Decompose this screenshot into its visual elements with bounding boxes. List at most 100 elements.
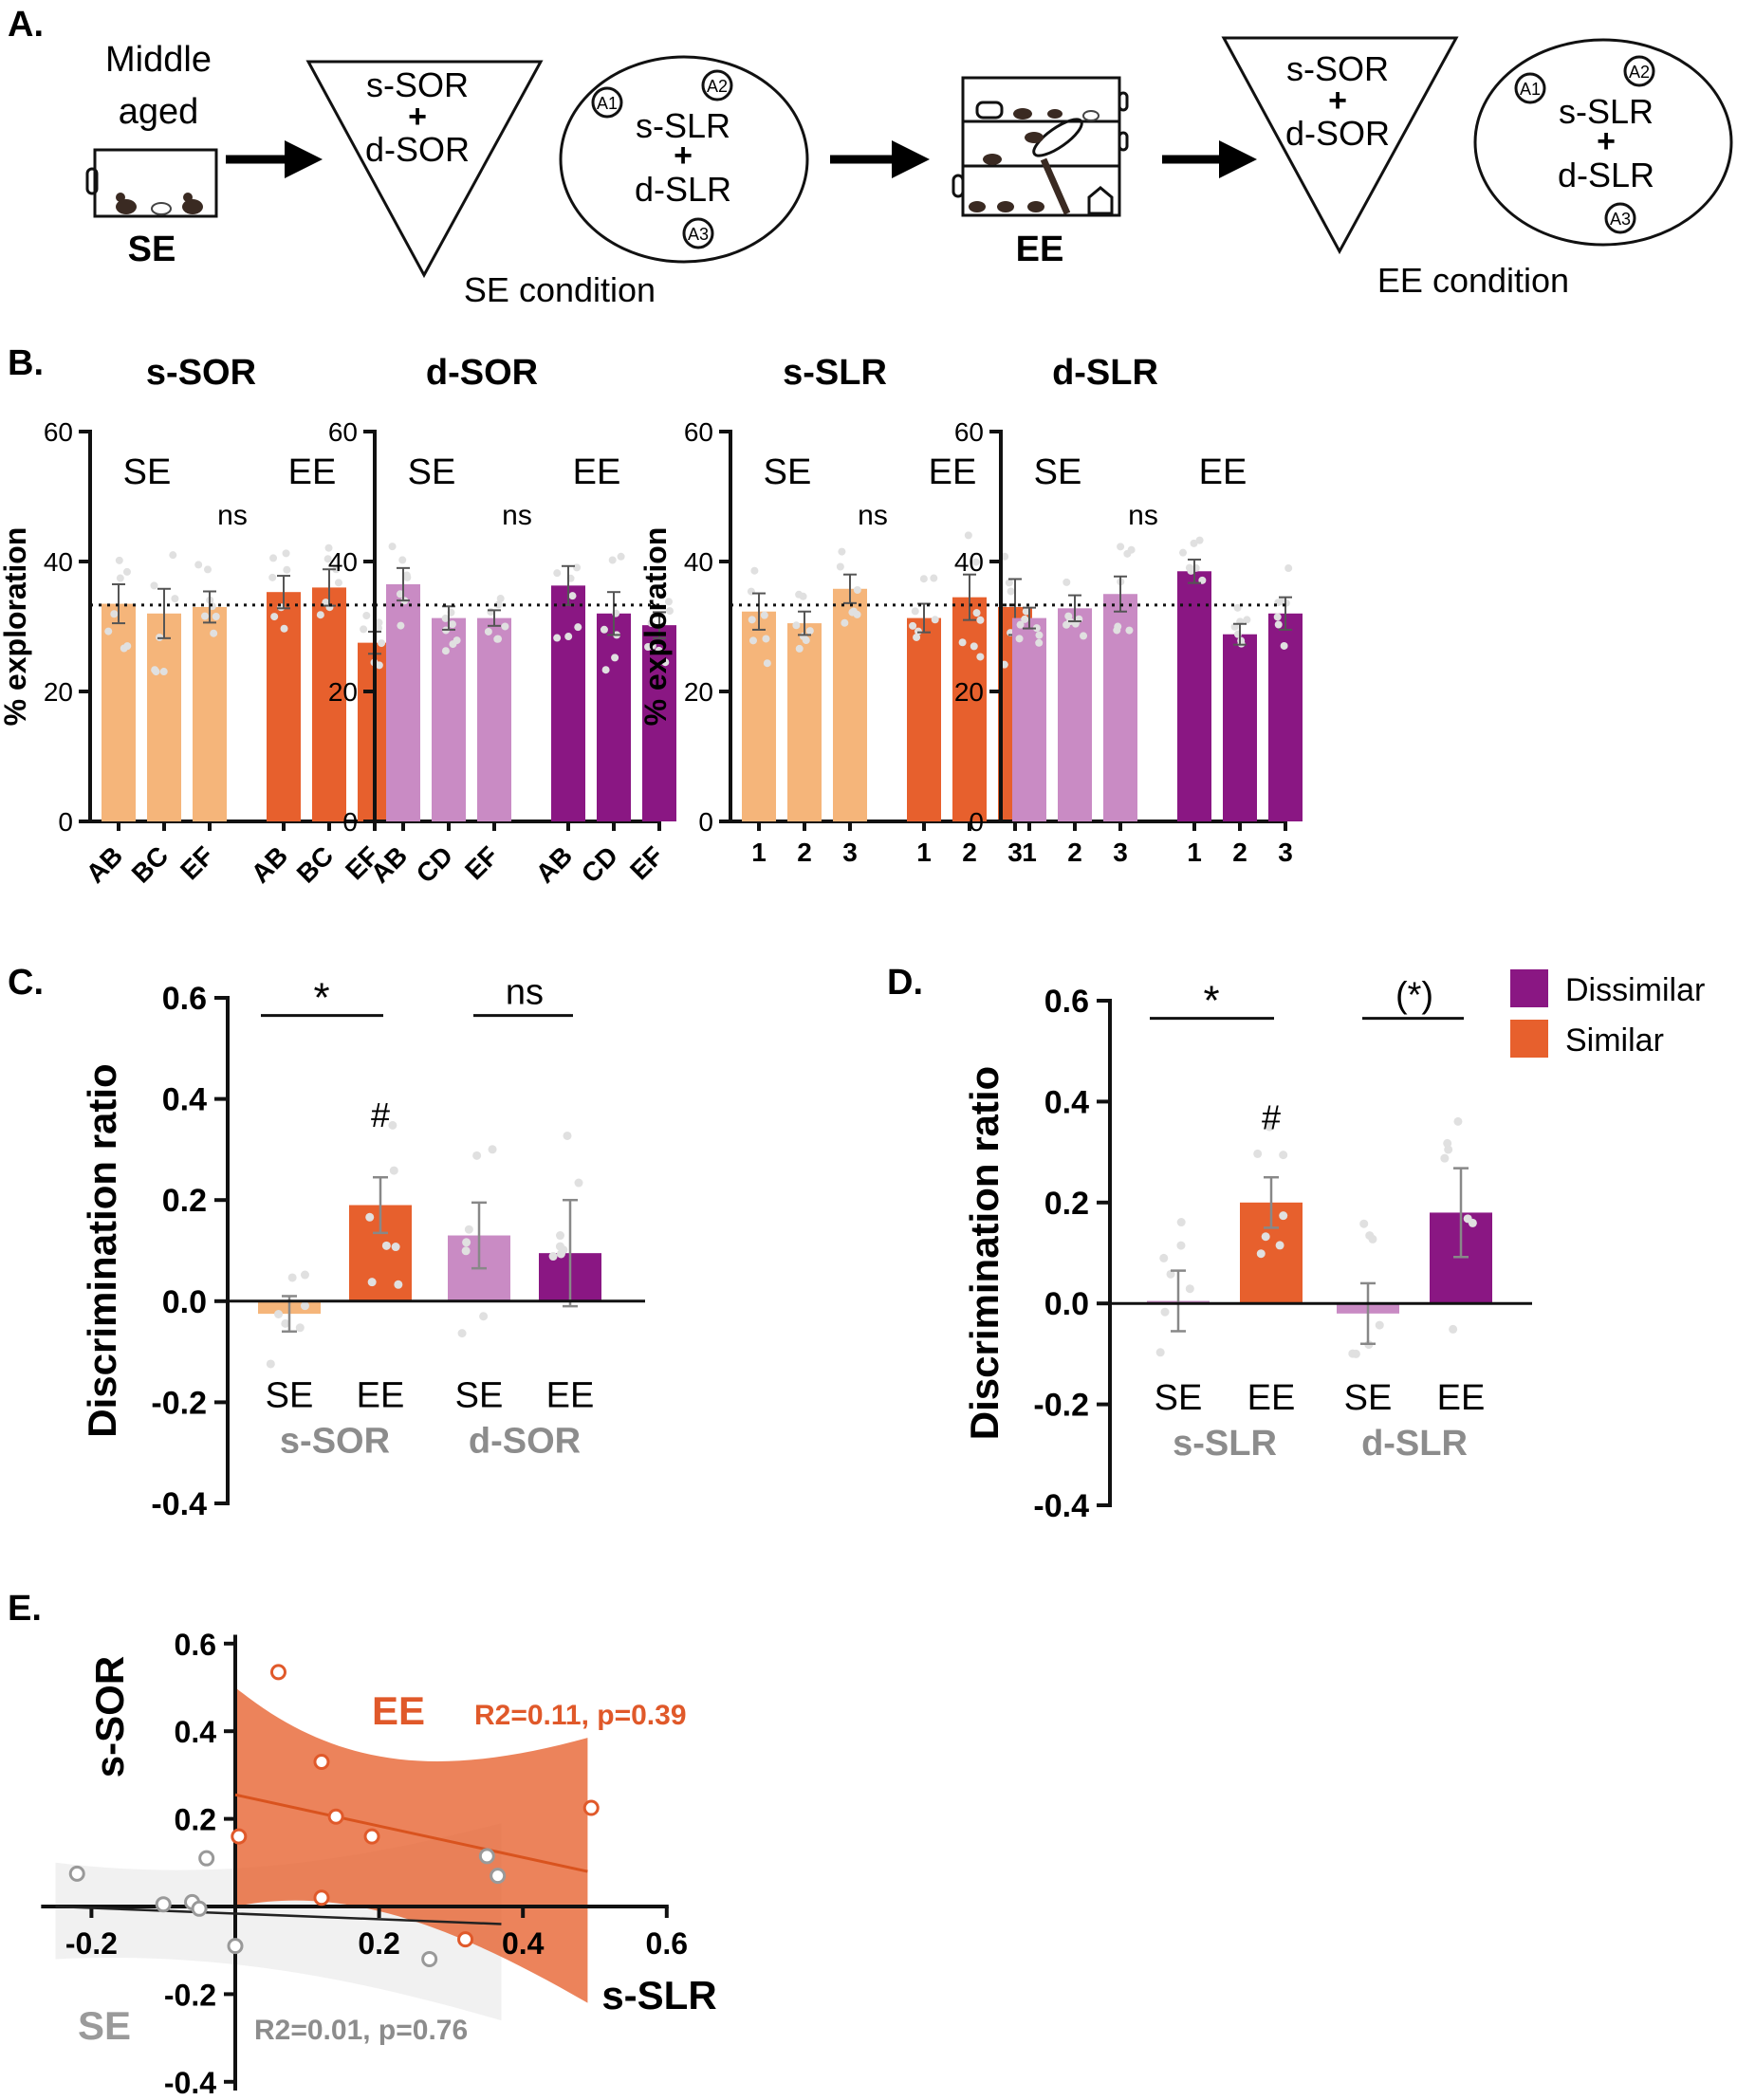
bar: [1012, 617, 1046, 821]
se-slr-arena: [559, 55, 809, 264]
data-point: [1375, 1320, 1384, 1330]
bar: [193, 606, 227, 821]
data-point: [1035, 638, 1044, 647]
y-tick-label: -0.2: [164, 1978, 216, 2012]
ee-slr-arena: [1473, 38, 1733, 247]
data-point: [1035, 631, 1044, 639]
data-point: [1176, 1218, 1186, 1227]
data-point: [365, 1212, 375, 1222]
group-label-se: SE: [764, 452, 812, 492]
data-point: [972, 609, 981, 617]
x-tick-label: EE: [1437, 1378, 1486, 1418]
se-arena-text-2: +: [408, 99, 427, 135]
y-tick-label: 40: [44, 547, 73, 577]
ee-circle-text-1: s-SLR: [1559, 92, 1654, 131]
data-point: [194, 561, 203, 569]
y-axis-label: % exploration: [0, 527, 32, 727]
data-point: [1185, 1284, 1194, 1294]
y-tick-label: 0.6: [162, 981, 207, 1017]
data-point: [568, 592, 577, 600]
data-point: [493, 635, 502, 643]
x-tick-label: BC: [291, 840, 340, 889]
y-tick-label: -0.4: [164, 2066, 216, 2100]
se-data-point: [68, 1865, 85, 1882]
data-point: [548, 1252, 558, 1262]
bar: [551, 585, 585, 821]
y-tick-label: 0: [698, 807, 713, 837]
ee-series-label: EE: [372, 1688, 425, 1733]
y-tick-label: 0.6: [175, 1628, 216, 1662]
data-point: [1032, 624, 1041, 633]
data-point: [1001, 552, 1009, 561]
se-data-point: [198, 1850, 215, 1867]
arrow-icon: [1162, 140, 1257, 178]
x-tick-label: EF: [175, 840, 219, 885]
data-point: [367, 1278, 377, 1287]
hash-marker: #: [371, 1096, 390, 1134]
data-point: [1348, 1349, 1358, 1358]
y-tick-label: 60: [44, 417, 73, 447]
significance-label: *: [1203, 978, 1219, 1024]
data-point: [971, 558, 980, 566]
data-point: [270, 613, 279, 621]
y-tick-label: -0.4: [151, 1486, 207, 1522]
ee-data-point: [363, 1828, 380, 1845]
data-point: [388, 1120, 397, 1130]
bar: [1058, 608, 1092, 821]
y-tick-label: 0: [58, 807, 73, 837]
x-tick-label: AB: [246, 840, 294, 889]
data-point: [553, 569, 562, 578]
data-point: [375, 618, 383, 627]
x-tick-label: AB: [365, 840, 414, 889]
ee-arena-text-3: d-SOR: [1285, 114, 1390, 153]
data-point: [269, 554, 278, 562]
data-point: [1117, 543, 1125, 551]
object-a1: A1: [597, 94, 618, 113]
hash-marker: #: [1262, 1098, 1281, 1137]
data-point: [266, 1359, 275, 1369]
data-point: [150, 581, 158, 590]
se-data-point: [191, 1900, 208, 1917]
data-point: [501, 622, 509, 631]
data-point: [617, 552, 625, 561]
y-tick-label: 40: [684, 547, 713, 577]
data-point: [282, 549, 290, 558]
data-point: [316, 611, 324, 619]
data-point: [334, 579, 342, 587]
panel-d-label: D.: [887, 963, 923, 1003]
data-point: [553, 634, 562, 642]
ee-data-point: [313, 1754, 330, 1771]
data-point: [169, 551, 177, 560]
y-tick-label: 0.6: [1044, 984, 1089, 1020]
significance-label: ns: [1128, 500, 1158, 531]
group-label-ee: EE: [573, 452, 621, 492]
data-point: [1453, 1116, 1463, 1126]
data-point: [1159, 1253, 1169, 1262]
data-point: [970, 642, 978, 651]
panel-c-label: C.: [8, 963, 44, 1003]
data-point: [323, 555, 332, 563]
data-point: [795, 644, 804, 653]
y-axis-label: Discrimination ratio: [80, 1063, 124, 1437]
bar: [1223, 634, 1257, 821]
data-point: [1284, 564, 1293, 573]
x-tick-label: SE: [1344, 1378, 1393, 1418]
data-point: [573, 563, 582, 572]
data-point: [563, 1131, 572, 1140]
group-label: s-SLR: [1173, 1424, 1277, 1464]
ee-data-point: [313, 1889, 330, 1907]
data-point: [287, 1273, 297, 1282]
se-cage-label: SE: [128, 230, 176, 269]
se-circle-text-3: d-SLR: [635, 170, 731, 209]
data-point: [360, 625, 368, 634]
ee-stat-label: R2=0.11, p=0.39: [474, 1700, 687, 1731]
se-circle-text-2: +: [674, 138, 693, 174]
data-point: [664, 598, 673, 606]
data-point: [1160, 1307, 1170, 1317]
y-tick-label: 0.2: [1044, 1186, 1089, 1222]
data-point: [1022, 607, 1030, 616]
data-point: [1179, 548, 1188, 557]
se-fit-line: [55, 1905, 502, 1925]
data-point: [388, 543, 397, 551]
y-tick-label: 0: [342, 807, 358, 837]
